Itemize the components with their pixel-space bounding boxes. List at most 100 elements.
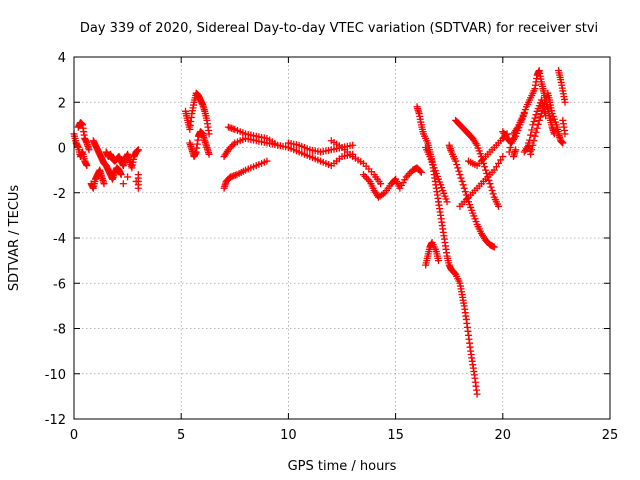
data-point-interp [531, 114, 539, 122]
data-point [482, 166, 490, 174]
data-point [452, 157, 460, 165]
data-point [124, 173, 132, 181]
x-tick-label: 15 [387, 428, 404, 443]
y-tick-label: -12 [45, 413, 66, 428]
chart-title: Day 339 of 2020, Sidereal Day-to-day VTE… [80, 21, 598, 36]
data-point-interp [457, 174, 465, 182]
y-tick-label: -4 [53, 232, 66, 247]
data-point-interp [532, 128, 540, 136]
data-point-interp [481, 163, 489, 171]
y-tick-label: 2 [58, 96, 66, 111]
data-point [561, 130, 569, 138]
data-point-interp [526, 136, 534, 144]
y-tick-label: 4 [58, 51, 66, 66]
x-tick-label: 5 [177, 428, 185, 443]
data-point [263, 157, 271, 165]
grid [74, 57, 610, 419]
data-point-interp [453, 160, 461, 168]
x-axis-label: GPS time / hours [288, 459, 397, 474]
data-point [535, 116, 543, 124]
data-point-interp [485, 176, 493, 184]
data-point-interp [363, 174, 371, 182]
data-point-interp [532, 111, 540, 119]
data-point [473, 390, 481, 398]
y-axis-label: SDTVAR / TECUs [7, 185, 22, 292]
data-point [495, 202, 503, 210]
y-tick-label: -10 [45, 368, 66, 383]
data-point-interp [455, 167, 463, 175]
data-point-interp [404, 171, 412, 179]
data-point-interp [507, 139, 515, 147]
data-point-interp [541, 108, 549, 116]
data-point [490, 243, 498, 251]
x-tick-label: 20 [495, 428, 512, 443]
data-point-interp [530, 117, 538, 125]
data-point [460, 184, 468, 192]
y-tick-label: -6 [53, 277, 66, 292]
data-point [456, 171, 464, 179]
y-tick-label: 0 [58, 142, 66, 157]
data-point [119, 180, 127, 188]
data-point [100, 180, 108, 188]
series-tracks_b [181, 89, 425, 201]
data-point-interp [538, 100, 546, 108]
series-tracks_d [499, 67, 569, 161]
data-point-interp [488, 186, 496, 194]
data-point-interp [461, 188, 469, 196]
x-tick-label: 10 [280, 428, 297, 443]
data-point-interp [506, 144, 514, 151]
data-point-interp [528, 146, 536, 154]
plot-frame [73, 56, 611, 420]
data-point [117, 171, 125, 179]
data-point [505, 148, 513, 156]
data-point [527, 150, 535, 158]
data-point-interp [228, 142, 236, 150]
data-point [512, 146, 520, 154]
data-point-interp [459, 181, 467, 189]
data-point [542, 112, 550, 120]
data-point [417, 168, 425, 176]
data-point [559, 139, 567, 147]
data-point-interp [487, 183, 495, 191]
x-tick-label: 0 [70, 428, 78, 443]
data-point [486, 180, 494, 188]
data-point [134, 184, 142, 192]
x-tick-label: 25 [602, 428, 619, 443]
data-point-interp [527, 131, 535, 139]
data-point-interp [416, 167, 424, 175]
data-point-interp [454, 164, 462, 172]
axis-ticks: 0 5 10 15 20 25 -12 -10 -8 -6 -4 -2 0 2 4 [45, 51, 619, 443]
data-point-interp [379, 190, 387, 198]
data-point-interp [536, 113, 544, 121]
data-point-interp [489, 190, 497, 198]
data-point [349, 141, 357, 149]
data-point [561, 98, 569, 106]
data-points [70, 67, 569, 398]
data-point [205, 130, 213, 138]
data-point [85, 146, 93, 154]
data-point [537, 96, 545, 104]
data-point-interp [533, 124, 541, 132]
data-point [531, 132, 539, 140]
y-tick-label: -2 [53, 187, 66, 202]
data-point-interp [406, 170, 414, 178]
data-point [83, 162, 91, 170]
data-point-interp [540, 104, 548, 112]
data-point [377, 180, 385, 188]
series-tracks_c [413, 103, 511, 398]
data-point-interp [478, 156, 486, 164]
data-point-interp [483, 170, 491, 178]
data-point-interp [508, 134, 516, 142]
data-point [205, 150, 213, 158]
data-point [359, 171, 367, 179]
data-point-interp [361, 172, 369, 180]
data-point-interp [463, 194, 471, 202]
data-point [499, 153, 507, 161]
data-point [443, 198, 451, 206]
data-point [134, 146, 142, 154]
data-point [434, 257, 442, 265]
data-point [525, 141, 533, 149]
data-point [529, 121, 537, 129]
data-point-interp [458, 177, 466, 185]
